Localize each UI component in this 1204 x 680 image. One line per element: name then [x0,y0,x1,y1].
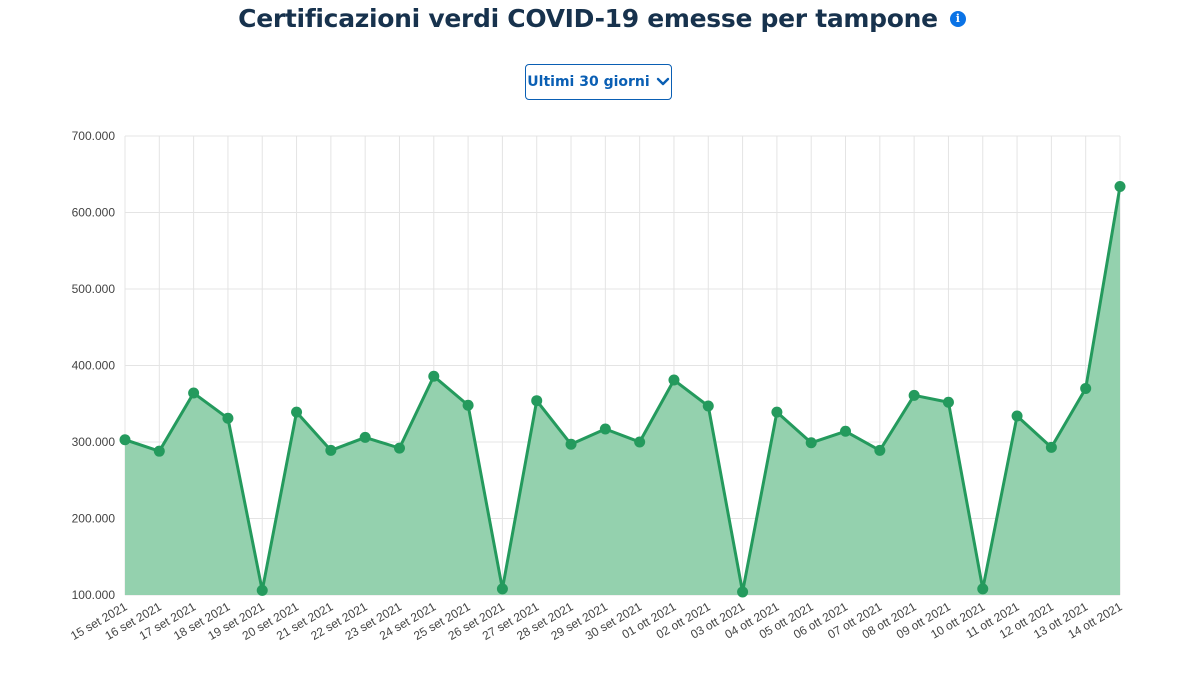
y-tick-label: 600.000 [72,206,116,220]
data-point[interactable] [840,425,852,437]
data-point[interactable] [1080,382,1092,394]
data-point[interactable] [1011,410,1023,422]
series-area [125,186,1120,596]
data-point[interactable] [188,387,200,399]
y-tick-label: 700.000 [72,129,116,143]
data-point[interactable] [531,395,543,407]
chevron-down-icon [656,77,669,86]
period-select-label: Ultimi 30 giorni [527,74,650,90]
data-point[interactable] [325,444,337,456]
chart-header: Certificazioni verdi COVID-19 emesse per… [0,4,1204,33]
data-point[interactable] [805,437,817,449]
data-point[interactable] [359,431,371,443]
data-point[interactable] [291,406,303,418]
data-point[interactable] [702,400,714,412]
data-point[interactable] [942,396,954,408]
y-tick-label: 500.000 [72,282,116,296]
data-point[interactable] [496,583,508,595]
data-point[interactable] [874,444,886,456]
chart-points [119,180,1126,598]
period-select[interactable]: Ultimi 30 giorni [525,64,672,100]
data-point[interactable] [119,434,131,446]
data-point[interactable] [1045,441,1057,453]
data-point[interactable] [599,423,611,435]
y-axis: 100.000 200.000 300.000 400.000 500.000 600.0… [72,129,116,602]
y-tick-label: 100.000 [72,588,116,602]
data-point[interactable] [668,374,680,386]
y-tick-label: 400.000 [72,359,116,373]
data-point[interactable] [908,389,920,401]
data-point[interactable] [428,370,440,382]
data-point[interactable] [737,586,749,598]
series-line [124,186,1122,594]
data-point[interactable] [222,412,234,424]
chart-line [124,186,1122,594]
data-point[interactable] [565,438,577,450]
data-point[interactable] [256,584,268,596]
data-point[interactable] [153,445,165,457]
info-icon[interactable]: i [949,10,966,27]
data-point[interactable] [1114,180,1126,192]
data-point[interactable] [393,442,405,454]
data-point[interactable] [634,436,646,448]
y-tick-label: 200.000 [72,512,116,526]
y-tick-label: 300.000 [72,435,116,449]
data-point[interactable] [977,583,989,595]
data-point[interactable] [462,399,474,411]
page-title: Certificazioni verdi COVID-19 emesse per… [238,4,938,33]
data-point[interactable] [771,406,783,418]
chart-area [125,186,1120,596]
